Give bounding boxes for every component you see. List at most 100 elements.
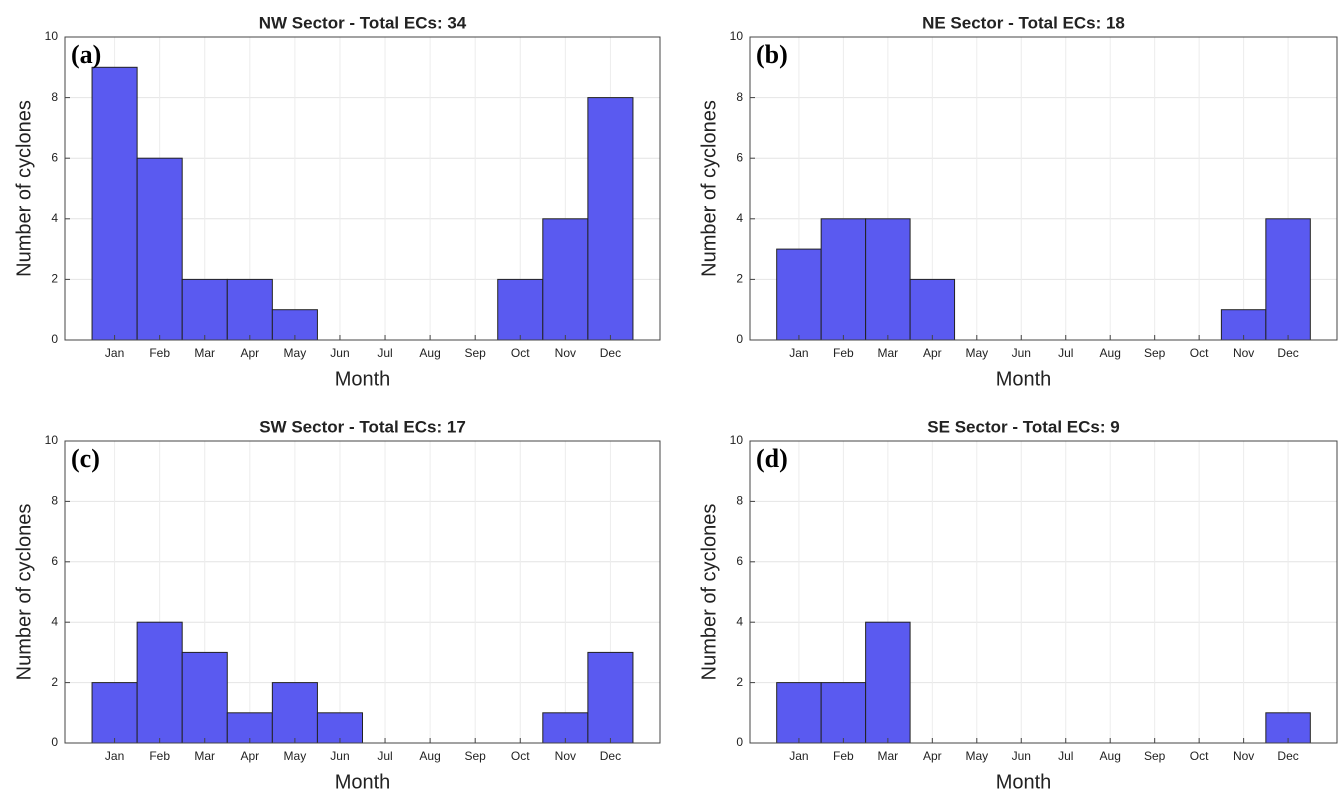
x-tick-label: Jun xyxy=(1012,346,1031,360)
bar xyxy=(587,97,634,341)
x-tick-label: Feb xyxy=(833,346,854,360)
bar xyxy=(542,218,589,341)
x-tick-label: Nov xyxy=(555,346,576,360)
bar xyxy=(226,278,273,341)
x-axis-label: Month xyxy=(335,368,391,390)
y-tick-label: 0 xyxy=(51,332,58,346)
y-tick-label: 6 xyxy=(51,150,58,164)
bar xyxy=(820,218,867,341)
x-tick-label: Apr xyxy=(240,749,259,763)
y-tick-label: 10 xyxy=(730,29,744,43)
y-tick-label: 4 xyxy=(736,614,743,628)
chart-title: NW Sector - Total ECs: 34 xyxy=(259,13,467,32)
axes-box xyxy=(749,440,1338,744)
x-tick-label: Mar xyxy=(878,346,899,360)
x-tick-label: Aug xyxy=(419,346,440,360)
x-tick-label: Apr xyxy=(240,346,259,360)
axes-box xyxy=(64,440,661,744)
axes-box xyxy=(749,36,1338,341)
x-tick-label: Apr xyxy=(923,749,942,763)
chart-title: SW Sector - Total ECs: 17 xyxy=(259,417,466,436)
x-tick-label: Feb xyxy=(149,749,170,763)
x-tick-label: Feb xyxy=(149,346,170,360)
x-tick-label: Dec xyxy=(600,749,621,763)
x-tick-label: Sep xyxy=(1144,346,1166,360)
x-tick-label: Dec xyxy=(1277,346,1298,360)
y-tick-label: 6 xyxy=(736,554,743,568)
bar xyxy=(1220,309,1267,341)
x-tick-label: Dec xyxy=(600,346,621,360)
y-tick-label: 8 xyxy=(51,494,58,508)
x-tick-label: Jan xyxy=(789,749,808,763)
y-tick-label: 8 xyxy=(736,494,743,508)
bar xyxy=(271,309,318,341)
y-tick-label: 2 xyxy=(736,675,743,689)
x-tick-label: Jan xyxy=(105,346,124,360)
bar xyxy=(181,651,228,744)
bar xyxy=(909,278,956,341)
y-tick-label: 6 xyxy=(51,554,58,568)
panel-label: (a) xyxy=(71,40,101,69)
bar xyxy=(271,682,318,744)
y-tick-label: 2 xyxy=(51,272,58,286)
x-tick-label: May xyxy=(284,749,307,763)
bar xyxy=(1265,712,1311,744)
x-tick-label: Dec xyxy=(1277,749,1298,763)
y-axis-label: Number of cyclones xyxy=(698,100,720,277)
x-tick-label: Jun xyxy=(330,749,349,763)
panel-label: (c) xyxy=(71,444,100,473)
bar xyxy=(181,278,228,341)
x-axis-label: Month xyxy=(996,771,1052,793)
x-axis-label: Month xyxy=(996,368,1052,390)
x-tick-label: Sep xyxy=(465,749,487,763)
x-tick-label: Nov xyxy=(1233,749,1254,763)
x-tick-label: Mar xyxy=(878,749,899,763)
x-tick-label: Oct xyxy=(511,749,530,763)
x-tick-label: May xyxy=(284,346,307,360)
x-tick-label: Jan xyxy=(789,346,808,360)
x-tick-label: Aug xyxy=(419,749,440,763)
y-tick-label: 0 xyxy=(736,735,743,749)
x-tick-label: Oct xyxy=(1190,749,1209,763)
y-tick-label: 2 xyxy=(51,675,58,689)
bar xyxy=(91,66,138,341)
y-tick-label: 8 xyxy=(736,90,743,104)
x-tick-label: May xyxy=(965,749,988,763)
x-tick-label: Oct xyxy=(511,346,530,360)
y-tick-label: 0 xyxy=(736,332,743,346)
x-tick-label: Jun xyxy=(1012,749,1031,763)
y-tick-label: 4 xyxy=(51,211,58,225)
y-axis-label: Number of cyclones xyxy=(13,100,35,277)
x-tick-label: Feb xyxy=(833,749,854,763)
y-tick-label: 4 xyxy=(736,211,743,225)
chart-title: NE Sector - Total ECs: 18 xyxy=(922,13,1125,32)
y-tick-label: 2 xyxy=(736,272,743,286)
bar xyxy=(587,651,634,744)
bar xyxy=(136,621,183,744)
x-tick-label: Jan xyxy=(105,749,124,763)
x-tick-label: Jun xyxy=(330,346,349,360)
x-tick-label: Aug xyxy=(1100,749,1121,763)
x-tick-label: Apr xyxy=(923,346,942,360)
bar xyxy=(91,682,138,744)
bar xyxy=(316,712,364,744)
bar xyxy=(776,682,822,744)
x-axis-label: Month xyxy=(335,771,391,793)
panel-label: (b) xyxy=(756,40,788,69)
x-tick-label: Jul xyxy=(377,346,392,360)
bar xyxy=(865,621,911,744)
x-tick-label: Sep xyxy=(1144,749,1166,763)
y-axis-label: Number of cyclones xyxy=(698,504,720,681)
bar xyxy=(776,248,822,341)
x-tick-label: May xyxy=(965,346,988,360)
x-tick-label: Mar xyxy=(194,346,215,360)
x-tick-label: Jul xyxy=(377,749,392,763)
y-tick-label: 10 xyxy=(45,29,59,43)
bar xyxy=(1265,218,1311,341)
y-tick-label: 6 xyxy=(736,150,743,164)
y-tick-label: 0 xyxy=(51,735,58,749)
x-tick-label: Jul xyxy=(1058,346,1073,360)
x-tick-label: Nov xyxy=(1233,346,1254,360)
y-tick-label: 10 xyxy=(730,433,744,447)
